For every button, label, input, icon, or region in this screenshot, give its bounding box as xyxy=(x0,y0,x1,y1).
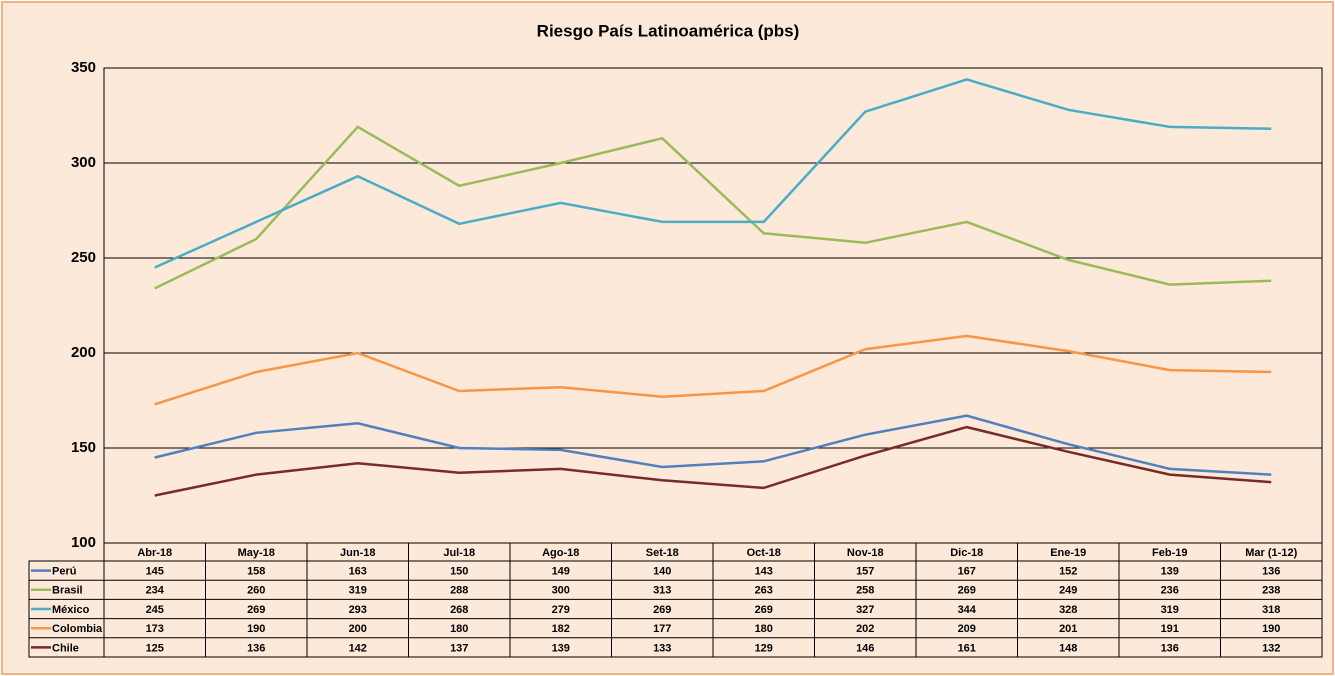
legend-label: Colombia xyxy=(52,623,103,635)
x-tick-label: Mar (1-12) xyxy=(1245,547,1297,559)
y-tick-label: 150 xyxy=(71,439,96,456)
table-cell: 173 xyxy=(146,623,164,635)
x-tick-label: Feb-19 xyxy=(1152,547,1187,559)
table-cell: 300 xyxy=(552,585,570,597)
table-cell: 177 xyxy=(653,623,671,635)
table-cell: 200 xyxy=(349,623,367,635)
table-cell: 202 xyxy=(856,623,874,635)
legend-label: Brasil xyxy=(52,585,83,597)
table-cell: 150 xyxy=(450,566,468,578)
table-cell: 269 xyxy=(958,585,976,597)
table-cell: 146 xyxy=(856,642,874,654)
table-cell: 313 xyxy=(653,585,671,597)
table-cell: 152 xyxy=(1059,566,1077,578)
table-cell: 167 xyxy=(958,566,976,578)
table-cell: 148 xyxy=(1059,642,1077,654)
x-tick-label: May-18 xyxy=(238,547,275,559)
chart-title: Riesgo País Latinoamérica (pbs) xyxy=(537,21,800,40)
table-cell: 234 xyxy=(146,585,165,597)
x-tick-label: Nov-18 xyxy=(847,547,884,559)
x-tick-label: Jul-18 xyxy=(443,547,475,559)
table-cell: 279 xyxy=(552,604,570,616)
table-cell: 258 xyxy=(856,585,874,597)
table-cell: 161 xyxy=(958,642,976,654)
legend-label: Chile xyxy=(52,642,79,654)
table-cell: 269 xyxy=(755,604,773,616)
table-cell: 132 xyxy=(1262,642,1280,654)
table-cell: 238 xyxy=(1262,585,1280,597)
table-cell: 190 xyxy=(247,623,265,635)
x-tick-label: Set-18 xyxy=(646,547,679,559)
y-tick-label: 250 xyxy=(71,249,96,266)
table-cell: 180 xyxy=(450,623,468,635)
y-tick-label: 200 xyxy=(71,344,96,361)
table-cell: 143 xyxy=(755,566,773,578)
y-tick-label: 350 xyxy=(71,59,96,76)
table-cell: 268 xyxy=(450,604,468,616)
table-cell: 180 xyxy=(755,623,773,635)
table-cell: 139 xyxy=(1161,566,1179,578)
table-cell: 201 xyxy=(1059,623,1077,635)
legend-label: México xyxy=(52,604,90,616)
table-cell: 125 xyxy=(146,642,164,654)
y-tick-label: 100 xyxy=(71,534,96,551)
table-cell: 269 xyxy=(653,604,671,616)
table-cell: 318 xyxy=(1262,604,1280,616)
table-cell: 145 xyxy=(146,566,164,578)
table-cell: 136 xyxy=(1262,566,1280,578)
series-line xyxy=(154,425,1272,497)
table-cell: 328 xyxy=(1059,604,1077,616)
table-cell: 260 xyxy=(247,585,265,597)
table-cell: 129 xyxy=(755,642,773,654)
table-cell: 149 xyxy=(552,566,570,578)
table-cell: 182 xyxy=(552,623,570,635)
x-tick-label: Ago-18 xyxy=(542,547,579,559)
table-cell: 245 xyxy=(146,604,164,616)
table-cell: 191 xyxy=(1161,623,1179,635)
table-body-bg xyxy=(28,560,1323,658)
table-cell: 136 xyxy=(1161,642,1179,654)
table-cell: 209 xyxy=(958,623,976,635)
y-tick-label: 300 xyxy=(71,154,96,171)
x-tick-label: Oct-18 xyxy=(747,547,781,559)
x-tick-label: Jun-18 xyxy=(340,547,375,559)
table-cell: 319 xyxy=(349,585,367,597)
table-cell: 249 xyxy=(1059,585,1077,597)
series-line xyxy=(154,78,1272,269)
series-line xyxy=(154,334,1272,406)
table-cell: 157 xyxy=(856,566,874,578)
x-tick-label: Ene-19 xyxy=(1050,547,1086,559)
table-cell: 133 xyxy=(653,642,671,654)
table-cell: 288 xyxy=(450,585,468,597)
table-cell: 190 xyxy=(1262,623,1280,635)
table-cell: 139 xyxy=(552,642,570,654)
table-cell: 137 xyxy=(450,642,468,654)
table-cell: 136 xyxy=(247,642,265,654)
series-line xyxy=(154,125,1272,290)
table-cell: 344 xyxy=(958,604,977,616)
x-tick-label: Abr-18 xyxy=(137,547,172,559)
table-cell: 319 xyxy=(1161,604,1179,616)
table-cell: 263 xyxy=(755,585,773,597)
table-cell: 163 xyxy=(349,566,367,578)
table-cell: 327 xyxy=(856,604,874,616)
table-cell: 269 xyxy=(247,604,265,616)
table-cell: 236 xyxy=(1161,585,1179,597)
table-cell: 158 xyxy=(247,566,265,578)
x-tick-label: Dic-18 xyxy=(950,547,983,559)
table-cell: 293 xyxy=(349,604,367,616)
table-cell: 142 xyxy=(349,642,367,654)
table-cell: 140 xyxy=(653,566,671,578)
series-line xyxy=(154,414,1272,476)
legend-label: Perú xyxy=(52,566,76,578)
